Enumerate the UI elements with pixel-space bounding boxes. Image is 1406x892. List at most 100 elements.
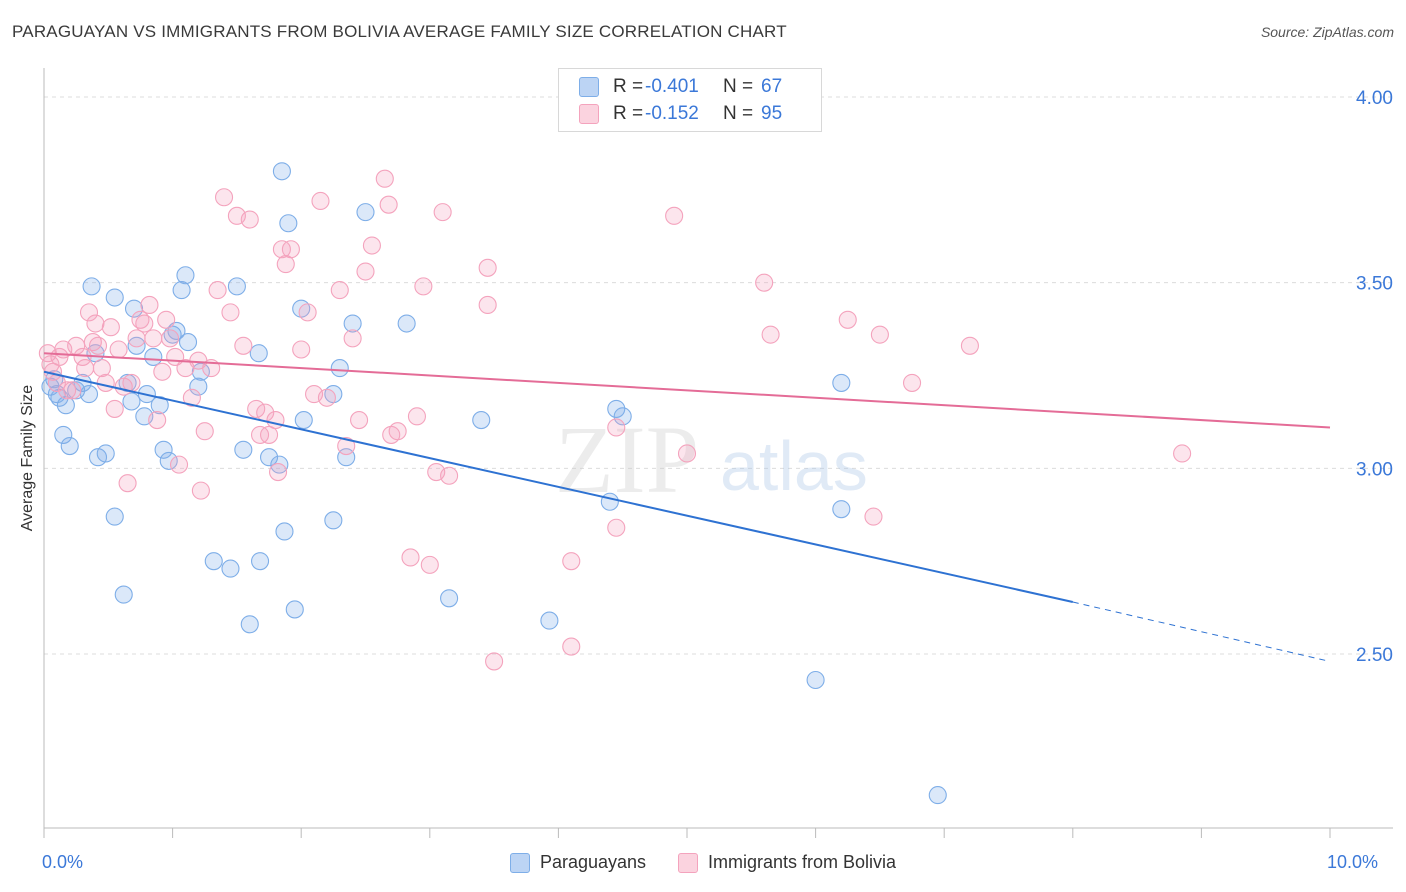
paraguayan-point [613,407,632,426]
paraguayan-point [167,321,186,340]
paraguayan-point [191,362,210,381]
bolivia-point [870,325,889,344]
legend-r-value: -0.152 [645,103,699,124]
source-label: Source: ZipAtlas.com [1260,24,1394,40]
bolivia-point [902,373,922,392]
bolivia-point [350,411,369,430]
bolivia-point [317,388,336,407]
bolivia-point [337,437,356,456]
x-tick-label-max: 10.0% [1327,852,1379,872]
legend-r-value: -0.401 [645,76,699,97]
bolivia-point [144,329,163,348]
bolivia-point [298,303,317,322]
paraguayan-point [397,314,416,333]
bolivia-point [440,466,459,485]
paraguayan-point [250,552,270,571]
trend-lines [43,352,1331,662]
bolivia-point [379,195,398,214]
legend-label-paraguayans: Paraguayans [539,852,647,872]
bolivia-point [118,474,137,493]
bolivia-point [240,210,259,229]
paraguayan-point [832,500,851,519]
paraguayan-point [832,373,851,392]
paraguayan-point [227,277,246,296]
bolivia-point [281,240,300,259]
bolivia-point [191,481,210,500]
legend-r-label: R = [613,103,644,124]
y-axis-label: Average Family Size [19,384,36,532]
legend-swatch-paraguayans [509,852,530,873]
correlation-legend: R = -0.401 N = 67 R = -0.152 N = 95 [558,68,822,132]
legend-row-paraguayans: R = -0.401 N = 67 [579,73,839,101]
legend-n-value: 95 [761,103,783,124]
bolivia-point [122,373,141,392]
bolivia-point [407,407,426,426]
paraguayan-point [154,440,173,459]
bolivia-point [375,169,394,188]
y-tick-label: 4.00 [1356,88,1393,109]
paraguayan-point [178,333,198,352]
bolivia-point [140,295,159,314]
paraguayan-point [234,440,253,459]
bolivia-point [356,262,375,281]
series-legend: Paraguayans Immigrants from Bolivia [0,852,1406,873]
paraguayan-point [272,162,291,181]
paraguayan-point [324,511,343,530]
bolivia-point [88,336,108,355]
legend-label-bolivia: Immigrants from Bolivia [708,852,897,872]
bolivia-point [160,329,180,348]
bolivia-point [864,507,883,526]
bolivia-point [665,206,684,225]
legend-row-bolivia: R = -0.152 N = 95 [579,100,839,128]
paraguayan-point [928,786,947,805]
bolivia-point [433,203,452,222]
bolivia-point [960,336,979,355]
bolivia-point [92,359,111,378]
paraguayan-point [221,559,240,578]
bolivia-point [101,318,120,337]
paraguayan-point [96,444,115,463]
bolivia-point [343,329,362,348]
bolivia-point [388,422,407,441]
paraguayan-point [330,359,349,378]
legend-swatch-paraguayans [579,77,599,97]
bolivia-point [63,381,82,400]
watermark-atlas: atlas [720,427,868,505]
bolivia-point [153,362,172,381]
legend-n-value: 67 [761,76,783,97]
paraguayan-point [60,437,79,456]
bolivia-point [157,310,176,329]
paraguayan-point [176,266,195,285]
paraguayan-point [294,411,313,430]
paraguayan-point [144,347,163,366]
bolivia-point [755,273,774,292]
bolivia-point [562,637,581,656]
paraguayan-point [240,615,259,634]
legend-swatch-bolivia [579,104,599,124]
paraguayan-trend-line [43,370,1074,603]
legend-item-paraguayans: Paraguayans [509,852,647,873]
bolivia-point [234,336,253,355]
legend-n-label: N = [723,76,754,97]
paraguayan-point [472,411,491,430]
paraguayan-point [279,214,298,233]
bolivia-point [607,518,626,537]
paraguayan-point [600,492,619,511]
bolivia-point [148,411,167,430]
bolivia-point [169,455,189,474]
bolivia-point [838,310,857,329]
bolivia-point [135,314,154,333]
paraguayan-point [82,277,101,296]
bolivia-point [208,281,227,300]
y-tick-label: 3.50 [1356,274,1393,295]
bolivia-point [330,281,349,300]
paraguayan-point [122,392,141,411]
bolivia-point [677,444,697,463]
paraguayan-point [259,448,279,467]
paraguayan-point [105,507,124,526]
y-tick-label: 3.00 [1356,459,1393,480]
x-tick-label-min: 0.0% [42,852,84,872]
bolivia-point [221,303,240,322]
grid-lines [44,96,1393,655]
